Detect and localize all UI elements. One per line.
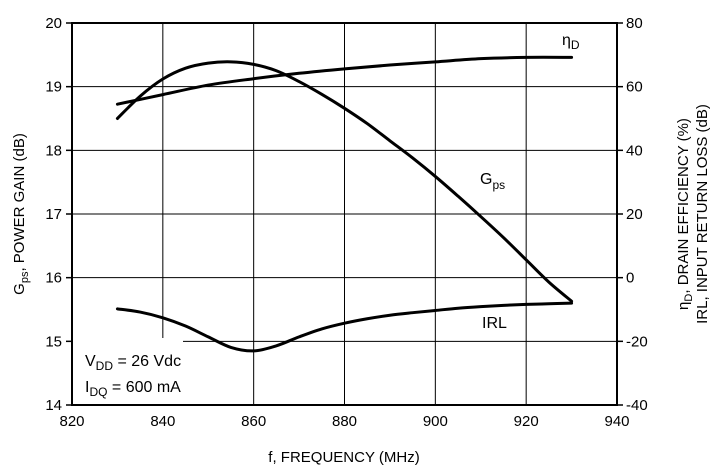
conditions-box — [73, 338, 183, 404]
note-idq-rest: = 600 mA — [107, 379, 181, 396]
note-vdd: VDD = 26 Vdc — [85, 353, 181, 373]
x-tick-label: 820 — [59, 413, 84, 430]
y-left-title-main: G — [11, 283, 28, 295]
series-label-efficiency-sub: D — [571, 38, 580, 52]
y-right-tick-label: 20 — [626, 206, 643, 223]
y-right-tick-label: 40 — [626, 142, 643, 159]
note-vdd-rest: = 26 Vdc — [113, 353, 181, 370]
x-tick-label: 940 — [604, 413, 629, 430]
y-left-tick-label: 14 — [45, 397, 62, 414]
y-right-title1-sub: D — [683, 294, 695, 302]
note-idq-main: I — [85, 379, 89, 396]
note-idq: IDQ = 600 mA — [85, 379, 181, 399]
note-vdd-sub: DD — [96, 359, 114, 373]
y-right-axis-title-2: IRL, INPUT RETURN LOSS (dB) — [694, 104, 711, 324]
series-layer — [115, 55, 574, 353]
y-right-tick-label: -20 — [626, 333, 648, 350]
x-tick-label: 860 — [241, 413, 266, 430]
y-left-tick-label: 19 — [45, 79, 62, 96]
y-left-title-rest: , POWER GAIN (dB) — [11, 133, 28, 271]
note-vdd-main: V — [85, 353, 96, 370]
series-line-d — [115, 55, 574, 106]
x-tick-label: 900 — [423, 413, 448, 430]
y-left-tick-label: 17 — [45, 206, 62, 223]
series-label-efficiency: ηD — [562, 32, 580, 52]
x-tick-label: 920 — [514, 413, 539, 430]
series-label-irl: IRL — [482, 315, 507, 332]
x-axis-title: f, FREQUENCY (MHz) — [268, 449, 419, 466]
y-right-axis-title-1: ηD, DRAIN EFFICIENCY (%) — [675, 118, 695, 310]
x-tick-label: 880 — [332, 413, 357, 430]
series-label-gain-main: G — [480, 171, 492, 188]
note-idq-sub: DQ — [89, 385, 107, 399]
series-label-gain-sub: ps — [492, 178, 505, 192]
y-left-tick-label: 16 — [45, 270, 62, 287]
series-label-efficiency-main: η — [562, 32, 571, 49]
series-line-gps — [115, 60, 574, 303]
labels-layer: 820 840 860 880 900 920 940 14 15 16 17 18 19 20 -40 -2… — [45, 15, 647, 430]
series-label-gain: Gps — [480, 171, 505, 192]
x-tick-label: 840 — [150, 413, 175, 430]
y-right-tick-label: 60 — [626, 79, 643, 96]
y-right-tick-label: 0 — [626, 270, 634, 287]
y-right-tick-label: -40 — [626, 397, 648, 414]
y-right-tick-label: 80 — [626, 15, 643, 32]
y-left-axis-title: Gps, POWER GAIN (dB) — [11, 133, 31, 295]
y-left-tick-label: 15 — [45, 333, 62, 350]
series-line-irl — [115, 301, 574, 353]
ticks-layer — [66, 22, 623, 406]
y-right-title1-main: η — [675, 302, 692, 310]
y-left-tick-label: 18 — [45, 142, 62, 159]
y-left-title-sub: ps — [19, 271, 31, 283]
y-left-tick-label: 20 — [45, 15, 62, 32]
y-right-title1-rest: , DRAIN EFFICIENCY (%) — [675, 118, 692, 294]
